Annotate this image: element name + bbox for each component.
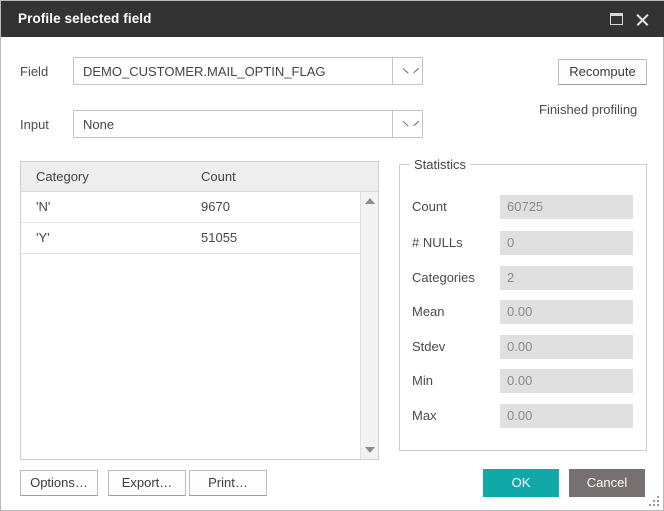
cell-count: 51055 xyxy=(201,230,238,245)
stat-field-nulls: 0 xyxy=(500,231,633,255)
export-button[interactable]: Export… xyxy=(108,470,186,496)
table-vertical-scrollbar[interactable] xyxy=(360,192,378,459)
cell-count: 9670 xyxy=(201,199,230,214)
statistics-group-title: Statistics xyxy=(410,157,471,172)
scroll-down-arrow-icon[interactable] xyxy=(365,447,375,453)
scroll-up-arrow-icon[interactable] xyxy=(365,198,375,204)
field-combobox[interactable]: DEMO_CUSTOMER.MAIL_OPTIN_FLAG xyxy=(73,57,423,85)
field-combobox-value: DEMO_CUSTOMER.MAIL_OPTIN_FLAG xyxy=(83,64,326,79)
maximize-button[interactable] xyxy=(607,9,627,29)
input-dropdown-button[interactable] xyxy=(392,110,423,138)
stat-field-count: 60725 xyxy=(500,195,633,219)
stat-label-min: Min xyxy=(412,373,433,388)
options-button[interactable]: Options… xyxy=(20,470,98,496)
table-row[interactable]: 'N' 9670 xyxy=(21,192,360,223)
stat-label-stdev: Stdev xyxy=(412,339,446,354)
table-row[interactable]: 'Y' 51055 xyxy=(21,223,360,254)
chevron-down-icon xyxy=(403,121,412,130)
stat-label-max: Max xyxy=(412,408,437,423)
stat-value-categories: 2 xyxy=(507,270,515,285)
status-message: Finished profiling xyxy=(539,102,638,117)
table-row-empty xyxy=(21,254,360,285)
stat-label-nulls: # NULLs xyxy=(412,235,463,250)
recompute-button[interactable]: Recompute xyxy=(558,59,647,85)
column-header-category: Category xyxy=(36,169,89,184)
stat-field-stdev: 0.00 xyxy=(500,335,633,359)
stat-value-min: 0.00 xyxy=(507,373,533,388)
column-header-count: Count xyxy=(201,169,236,184)
stat-field-min: 0.00 xyxy=(500,369,633,393)
close-button[interactable] xyxy=(633,9,653,29)
stat-field-max: 0.00 xyxy=(500,404,633,428)
category-count-table: Category Count 'N' 9670 'Y' 51055 xyxy=(20,161,379,460)
stat-label-categories: Categories xyxy=(412,270,475,285)
field-dropdown-button[interactable] xyxy=(392,57,423,85)
close-icon xyxy=(635,12,650,27)
stat-field-categories: 2 xyxy=(500,266,633,290)
print-button[interactable]: Print… xyxy=(189,470,267,496)
input-combobox[interactable]: None xyxy=(73,110,423,138)
stat-field-mean: 0.00 xyxy=(500,300,633,324)
chevron-down-icon xyxy=(403,68,412,77)
field-label: Field xyxy=(20,64,49,79)
stat-label-count: Count xyxy=(412,199,447,214)
cell-category: 'Y' xyxy=(36,230,50,245)
input-label: Input xyxy=(20,117,49,132)
table-header-row: Category Count xyxy=(21,162,378,192)
cell-category: 'N' xyxy=(36,199,51,214)
cancel-button[interactable]: Cancel xyxy=(569,469,645,497)
dialog-title: Profile selected field xyxy=(18,11,152,26)
stat-value-mean: 0.00 xyxy=(507,304,533,319)
stat-value-count: 60725 xyxy=(507,199,544,214)
stat-value-stdev: 0.00 xyxy=(507,339,533,354)
ok-button[interactable]: OK xyxy=(483,469,559,497)
maximize-icon xyxy=(610,13,623,25)
stat-label-mean: Mean xyxy=(412,304,445,319)
resize-grip[interactable] xyxy=(648,495,660,507)
input-combobox-value: None xyxy=(83,117,115,132)
stat-value-nulls: 0 xyxy=(507,235,515,250)
title-bar: Profile selected field xyxy=(1,1,664,37)
statistics-group: Statistics Count 60725 # NULLs 0 Categor… xyxy=(399,157,647,451)
stat-value-max: 0.00 xyxy=(507,408,533,423)
